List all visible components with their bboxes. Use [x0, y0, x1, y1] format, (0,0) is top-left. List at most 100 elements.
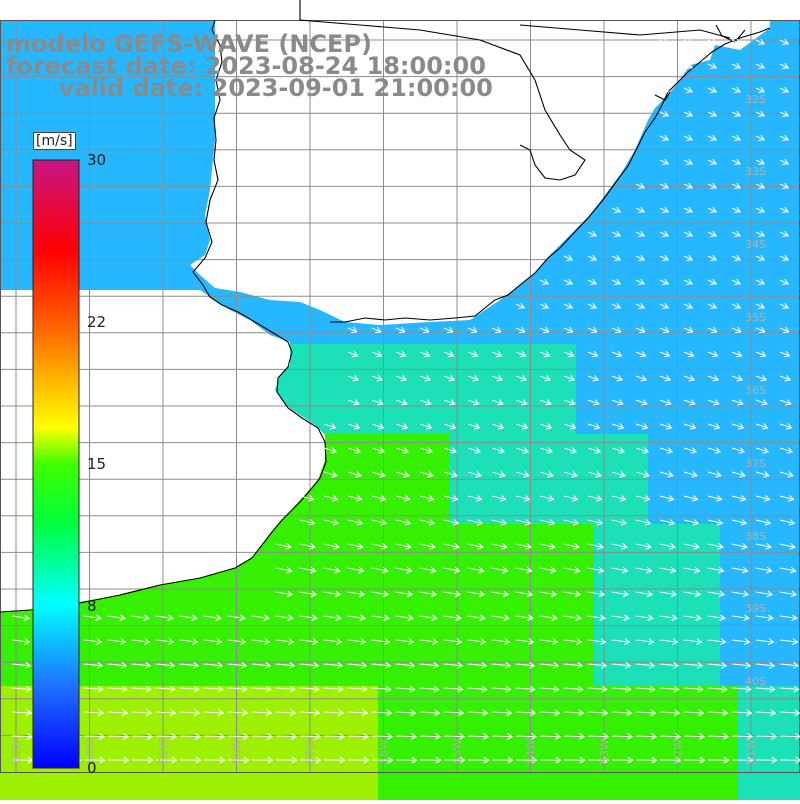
field-cell — [432, 488, 450, 506]
wind-arrow — [467, 471, 482, 478]
wind-arrow — [83, 638, 103, 645]
field-cell — [756, 398, 774, 416]
longitude-label: 53W — [598, 739, 611, 764]
wind-arrow — [203, 614, 222, 622]
field-cell — [162, 650, 180, 668]
field-cell — [180, 56, 198, 74]
wind-arrow — [707, 661, 728, 669]
field-cell — [270, 632, 288, 650]
field-cell — [378, 596, 396, 614]
field-cell — [90, 722, 108, 740]
field-cell — [684, 164, 702, 182]
field-cell — [504, 380, 522, 398]
field-cell — [396, 650, 414, 668]
field-cell — [756, 236, 774, 254]
wind-arrow — [611, 399, 624, 406]
wind-arrow — [539, 326, 550, 334]
wind-arrow — [779, 542, 796, 550]
field-cell — [306, 668, 324, 686]
field-cell — [198, 686, 216, 704]
field-cell — [792, 146, 800, 164]
field-cell — [774, 380, 792, 398]
field-cell — [594, 398, 612, 416]
field-cell — [666, 272, 684, 290]
field-cell — [378, 650, 396, 668]
field-cell — [342, 740, 360, 758]
wind-arrow — [299, 756, 322, 764]
field-cell — [126, 668, 144, 686]
field-cell — [342, 524, 360, 542]
wind-arrow — [707, 110, 718, 117]
wind-arrow — [731, 566, 749, 574]
field-cell — [18, 668, 36, 686]
wind-arrow — [467, 518, 484, 526]
wind-arrow — [179, 614, 198, 622]
field-cell — [792, 74, 800, 92]
wind-arrow — [659, 566, 677, 574]
wind-arrow — [731, 518, 748, 526]
wind-arrow — [347, 374, 360, 382]
field-cell — [594, 416, 612, 434]
field-cell — [720, 416, 738, 434]
field-cell — [144, 236, 162, 254]
field-cell — [126, 650, 144, 668]
field-cell — [360, 722, 378, 740]
field-cell — [144, 164, 162, 182]
field-cell — [432, 326, 450, 344]
wind-arrow — [707, 326, 718, 334]
field-cell — [558, 326, 576, 344]
field-cell — [162, 218, 180, 236]
field-cell — [558, 380, 576, 398]
wind-arrow — [731, 350, 743, 358]
wind-arrow — [683, 182, 694, 189]
field-cell — [486, 326, 504, 344]
wind-arrow — [683, 350, 695, 358]
field-cell — [702, 668, 720, 686]
wind-arrow — [683, 110, 694, 117]
field-cell — [72, 92, 90, 110]
field-cell — [162, 20, 180, 38]
field-cell — [252, 794, 270, 804]
field-cell — [702, 794, 720, 804]
field-cell — [198, 740, 216, 758]
field-cell — [630, 740, 648, 758]
wind-arrow — [467, 495, 483, 502]
wind-arrow — [731, 590, 750, 598]
field-cell — [504, 704, 522, 722]
wind-arrow — [323, 566, 341, 574]
field-cell — [756, 578, 774, 596]
field-cell — [396, 776, 414, 794]
wind-arrow — [419, 350, 431, 358]
field-cell — [378, 524, 396, 542]
field-cell — [342, 722, 360, 740]
field-cell — [288, 776, 306, 794]
field-cell — [720, 506, 738, 524]
border-river — [299, 0, 586, 181]
field-cell — [792, 326, 800, 344]
wind-arrow — [539, 350, 551, 358]
wind-arrow — [155, 733, 178, 740]
field-cell — [612, 344, 630, 362]
field-cell — [378, 578, 396, 596]
field-cell — [414, 650, 432, 668]
field-cell — [216, 632, 234, 650]
wind-arrow — [611, 709, 633, 717]
field-cell — [666, 416, 684, 434]
field-cell — [108, 236, 126, 254]
field-cell — [792, 164, 800, 182]
field-cell — [126, 758, 144, 776]
field-cell — [594, 650, 612, 668]
field-cell — [432, 542, 450, 560]
field-cell — [216, 740, 234, 758]
field-cell — [108, 776, 126, 794]
wind-arrow — [707, 685, 728, 693]
wind-arrow — [683, 38, 694, 45]
field-cell — [774, 38, 792, 56]
wind-arrow — [467, 374, 480, 382]
wind-arrow — [611, 278, 622, 285]
wind-arrow — [299, 733, 322, 740]
field-cell — [720, 542, 738, 560]
field-cell — [108, 740, 126, 758]
field-cell — [180, 110, 198, 128]
field-cell — [756, 614, 774, 632]
